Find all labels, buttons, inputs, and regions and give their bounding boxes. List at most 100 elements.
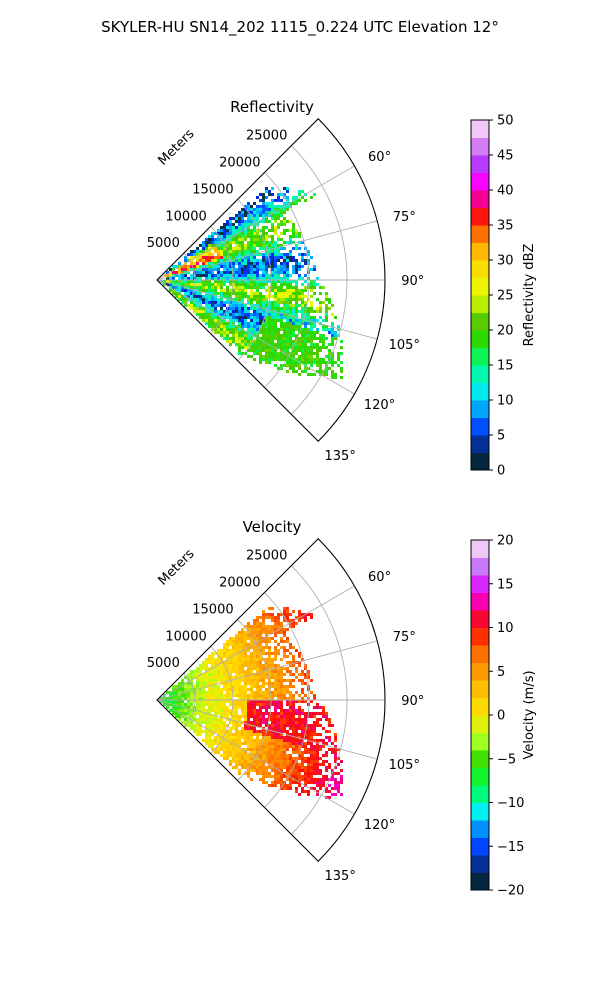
azimuth-tick-label: 75°: [393, 630, 416, 645]
echo-cell: [217, 685, 220, 688]
echo-cell: [274, 328, 277, 331]
echo-cell: [259, 208, 262, 211]
echo-cell: [289, 694, 292, 697]
echo-cell: [217, 253, 220, 256]
echo-cell: [259, 754, 262, 757]
echo-cell: [283, 721, 286, 724]
echo-cell: [214, 331, 217, 334]
echo-cell: [235, 634, 238, 637]
echo-cell: [262, 610, 265, 613]
echo-cell: [292, 748, 295, 751]
velocity-colorbar-label: Velocity (m/s): [522, 670, 537, 759]
echo-cell: [220, 283, 223, 286]
echo-cell: [271, 310, 274, 313]
echo-cell: [277, 772, 280, 775]
echo-cell: [223, 709, 226, 712]
velocity-echoes: [160, 607, 343, 799]
echo-cell: [286, 700, 289, 703]
echo-cell: [178, 280, 181, 283]
echo-cell: [313, 280, 316, 283]
echo-cell: [307, 760, 310, 763]
echo-cell: [259, 757, 262, 760]
reflectivity-echoes: [160, 187, 343, 379]
echo-cell: [223, 736, 226, 739]
echo-cell: [316, 793, 319, 796]
echo-cell: [253, 745, 256, 748]
echo-cell: [271, 784, 274, 787]
echo-cell: [202, 703, 205, 706]
echo-cell: [235, 274, 238, 277]
echo-cell: [304, 769, 307, 772]
echo-cell: [241, 334, 244, 337]
echo-cell: [247, 715, 250, 718]
echo-cell: [286, 301, 289, 304]
echo-cell: [295, 676, 298, 679]
echo-cell: [241, 310, 244, 313]
echo-cell: [238, 673, 241, 676]
echo-cell: [310, 325, 313, 328]
echo-cell: [193, 310, 196, 313]
echo-cell: [289, 619, 292, 622]
echo-cell: [286, 736, 289, 739]
echo-cell: [286, 628, 289, 631]
echo-cell: [265, 253, 268, 256]
echo-cell: [226, 724, 229, 727]
echo-cell: [262, 298, 265, 301]
echo-cell: [307, 250, 310, 253]
echo-cell: [286, 265, 289, 268]
echo-cell: [199, 316, 202, 319]
echo-cell: [199, 715, 202, 718]
echo-cell: [289, 250, 292, 253]
echo-cell: [268, 340, 271, 343]
echo-cell: [271, 193, 274, 196]
echo-cell: [217, 727, 220, 730]
echo-cell: [301, 277, 304, 280]
echo-cell: [289, 256, 292, 259]
echo-cell: [265, 268, 268, 271]
echo-cell: [301, 331, 304, 334]
echo-cell: [253, 649, 256, 652]
echo-cell: [217, 229, 220, 232]
echo-cell: [310, 328, 313, 331]
echo-cell: [211, 733, 214, 736]
echo-cell: [241, 700, 244, 703]
echo-cell: [199, 727, 202, 730]
echo-cell: [247, 310, 250, 313]
echo-cell: [232, 727, 235, 730]
echo-cell: [226, 685, 229, 688]
echo-cell: [295, 301, 298, 304]
echo-cell: [256, 349, 259, 352]
echo-cell: [340, 361, 343, 364]
echo-cell: [286, 772, 289, 775]
echo-cell: [220, 232, 223, 235]
echo-cell: [229, 685, 232, 688]
echo-cell: [187, 277, 190, 280]
echo-cell: [250, 709, 253, 712]
echo-cell: [268, 334, 271, 337]
echo-cell: [244, 262, 247, 265]
echo-cell: [217, 679, 220, 682]
echo-cell: [181, 715, 184, 718]
echo-cell: [253, 715, 256, 718]
echo-cell: [238, 337, 241, 340]
echo-cell: [172, 286, 175, 289]
echo-cell: [196, 679, 199, 682]
colorbar-band: [471, 330, 489, 348]
echo-cell: [286, 229, 289, 232]
echo-cell: [268, 235, 271, 238]
echo-cell: [283, 187, 286, 190]
echo-cell: [316, 748, 319, 751]
echo-cell: [292, 235, 295, 238]
echo-cell: [250, 667, 253, 670]
echo-cell: [220, 655, 223, 658]
echo-cell: [280, 346, 283, 349]
echo-cell: [319, 769, 322, 772]
echo-cell: [223, 316, 226, 319]
echo-cell: [244, 646, 247, 649]
echo-cell: [232, 757, 235, 760]
echo-cell: [205, 247, 208, 250]
echo-cell: [241, 292, 244, 295]
echo-cell: [232, 664, 235, 667]
echo-cell: [229, 277, 232, 280]
echo-cell: [238, 331, 241, 334]
